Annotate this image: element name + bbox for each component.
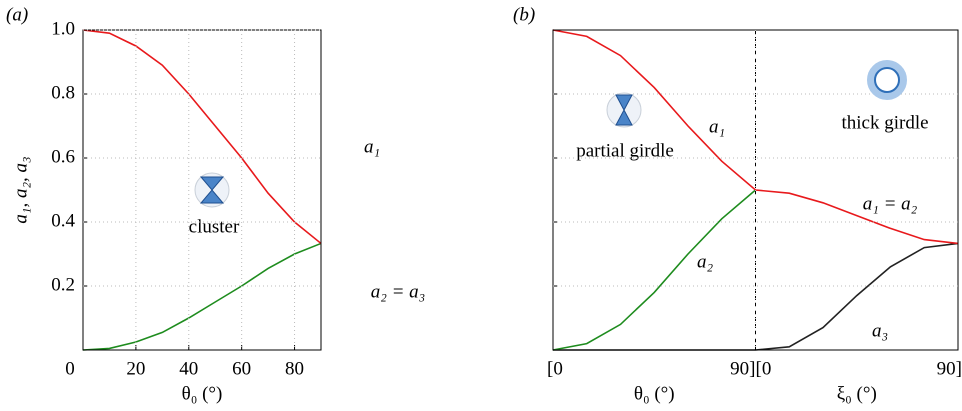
- x-axis-label: θ₀ (°): [182, 383, 223, 404]
- x-axis-label: θ₀ (°): [634, 383, 675, 404]
- panel-label: (b): [513, 4, 535, 25]
- thick-girdle-icon: [867, 60, 907, 100]
- y-axis-label: a₁, a₂, a₃: [10, 156, 31, 223]
- cluster-icon: [194, 172, 230, 208]
- y-tick-label: 0.6: [51, 146, 75, 167]
- panel-label: (a): [6, 4, 28, 25]
- annotation: a₁ = a₂: [863, 193, 918, 214]
- annotation: a₂: [697, 251, 714, 272]
- y-tick-label: 0.2: [51, 274, 75, 295]
- x-axis-label: ξ₀ (°): [837, 383, 877, 404]
- x-tick-label: [0: [756, 358, 772, 379]
- line: [552, 189, 757, 351]
- x-tick-label: 80: [285, 358, 304, 379]
- x-tick-label: 0: [65, 358, 75, 379]
- annotation: a₁: [709, 116, 725, 137]
- line: [82, 242, 322, 351]
- x-tick-label: 90]: [730, 358, 755, 379]
- line: [82, 29, 322, 245]
- x-tick-label: [0: [547, 358, 563, 379]
- y-tick-label: 0.4: [51, 210, 75, 231]
- partial-girdle-icon: [606, 92, 642, 128]
- x-tick-label: 40: [179, 358, 198, 379]
- y-tick-label: 1.0: [51, 18, 75, 39]
- annotation: a₃: [872, 320, 888, 341]
- annotation: a₁: [364, 136, 380, 157]
- plot-frame: [82, 29, 322, 351]
- annotation: a₂ = a₃: [371, 281, 426, 302]
- x-tick-label: 20: [126, 358, 145, 379]
- annotation: partial girdle: [576, 140, 674, 161]
- x-tick-label: 90]: [937, 358, 962, 379]
- annotation: cluster: [189, 216, 240, 237]
- y-tick-label: 0.8: [51, 82, 75, 103]
- annotation: thick girdle: [841, 112, 928, 133]
- x-tick-label: 60: [232, 358, 251, 379]
